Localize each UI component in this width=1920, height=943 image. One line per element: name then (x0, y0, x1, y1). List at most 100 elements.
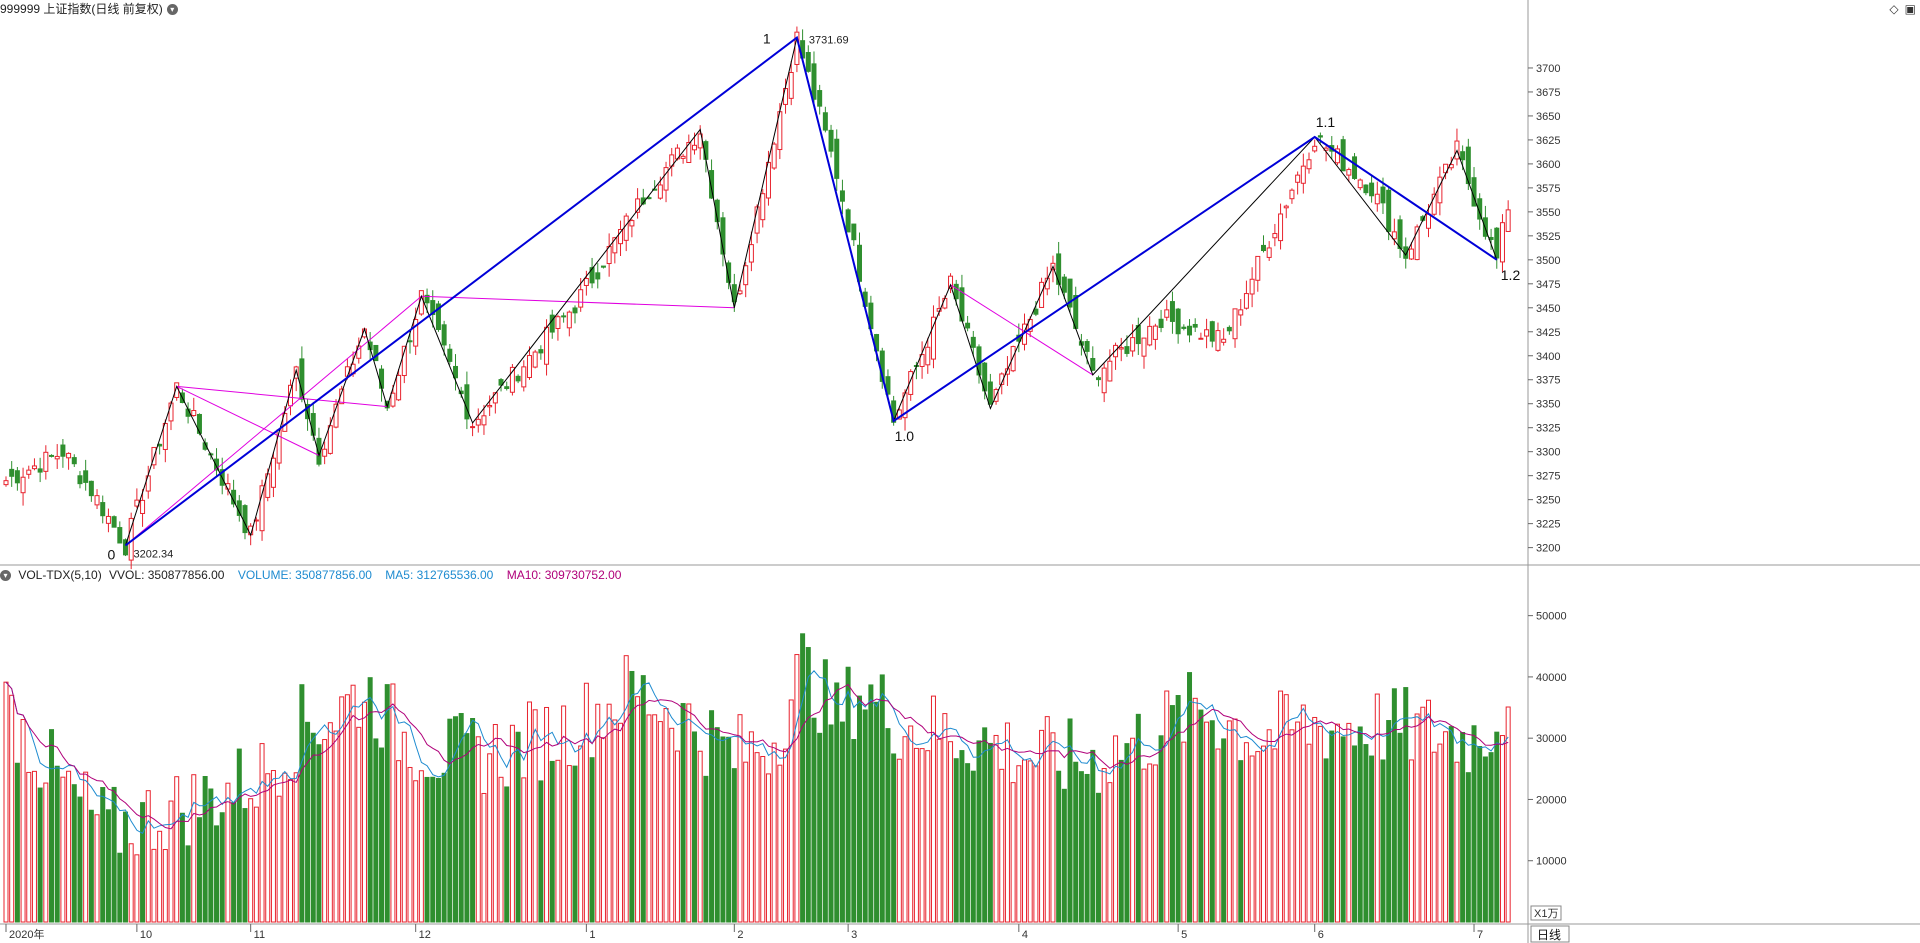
candle-body (1306, 159, 1312, 170)
candle-body (83, 470, 89, 483)
volume-bar (1158, 735, 1164, 923)
volume-bar (578, 745, 584, 923)
volume-bar (191, 774, 197, 923)
candle (1352, 153, 1358, 180)
candle (538, 345, 544, 360)
volume-bar (401, 731, 407, 923)
volume-bar (674, 750, 680, 923)
candle (549, 309, 555, 339)
volume-unit-box (1530, 905, 1562, 921)
candle-body (726, 262, 732, 283)
volume-bar (253, 806, 259, 923)
main-chart-header: 999999 上证指数(日线 前复权) ▾ (0, 0, 188, 18)
candle (373, 344, 379, 362)
candle-body (1437, 176, 1443, 204)
volume-bar (111, 786, 117, 923)
candle-body (1158, 318, 1164, 328)
volume-dropdown-icon[interactable]: ▾ (0, 570, 11, 582)
candles (3, 26, 1511, 570)
candle (1192, 318, 1198, 333)
volume-bar (1403, 687, 1409, 923)
volume-bar (94, 814, 100, 923)
candle-body (1243, 293, 1249, 309)
candle-body (339, 388, 345, 405)
candle (526, 346, 532, 380)
candle (686, 134, 692, 163)
volume-bar (771, 742, 777, 923)
candle-body (595, 272, 601, 280)
dropdown-icon[interactable]: ▾ (166, 4, 178, 16)
candle-body (618, 229, 624, 245)
volume-bar (913, 747, 919, 923)
candle (66, 452, 72, 470)
panel-icon[interactable]: ▣ (1904, 2, 1916, 16)
candle (902, 389, 908, 431)
candle-body (60, 444, 66, 457)
candle (1061, 274, 1067, 300)
volume-value: VOLUME: 350877856.00 (237, 568, 372, 582)
candle-body (948, 275, 954, 289)
candle (1135, 317, 1141, 355)
candle (828, 124, 834, 158)
diamond-icon[interactable]: ◇ (1889, 2, 1899, 16)
volume-bar (1477, 746, 1483, 923)
volume-bar (1004, 722, 1010, 923)
candle (1198, 332, 1204, 340)
volume-bar (509, 724, 515, 923)
volume-bar (822, 659, 828, 923)
candle (26, 465, 32, 479)
candle-body (1380, 186, 1386, 204)
volume-bar (657, 721, 663, 923)
volume-bar (862, 709, 868, 923)
volume-bar (811, 717, 817, 923)
volume-bar (151, 848, 157, 923)
time-tick-label: 11 (254, 929, 265, 941)
candle (470, 421, 476, 437)
volume-bar (1090, 749, 1096, 923)
candle-body (1272, 233, 1278, 239)
volume-bar (686, 703, 692, 923)
candle-body (14, 470, 20, 484)
candle (49, 454, 55, 458)
time-tick-label: 1 (589, 929, 595, 941)
candle (572, 305, 578, 324)
volume-bar (1044, 716, 1050, 923)
candle-body (1369, 182, 1375, 197)
volume-bar (1391, 688, 1397, 923)
candle-body (1101, 367, 1107, 394)
volume-bar (1056, 770, 1062, 923)
candle-body (1283, 205, 1289, 209)
candle-body (612, 237, 618, 254)
volume-bar (976, 740, 982, 923)
candle-body (31, 465, 37, 470)
volume-bar (1505, 706, 1511, 923)
candle-body (26, 469, 32, 475)
candle (965, 315, 971, 332)
candle (1283, 204, 1289, 219)
candle-body (475, 418, 481, 426)
volume-bar (919, 748, 925, 923)
candle (908, 369, 914, 401)
candle-body (1215, 330, 1221, 351)
candle-body (1386, 189, 1392, 232)
volume-bar (1408, 759, 1414, 923)
candle-body (1465, 146, 1471, 185)
volume-bar (930, 695, 936, 923)
candle (259, 479, 265, 541)
volume-bar (367, 677, 373, 923)
candle (1374, 181, 1380, 212)
volume-bar (834, 682, 840, 923)
volume-bar (1107, 782, 1113, 923)
volume-bar (982, 727, 988, 923)
volume-bar (987, 742, 993, 923)
candle (1454, 128, 1460, 166)
candle-body (583, 278, 589, 286)
candle (1266, 241, 1272, 261)
candle-body (811, 63, 817, 100)
candle (817, 84, 823, 115)
volume-bar (748, 731, 754, 923)
time-tick-label: 6 (1318, 929, 1324, 941)
candle (9, 461, 15, 487)
